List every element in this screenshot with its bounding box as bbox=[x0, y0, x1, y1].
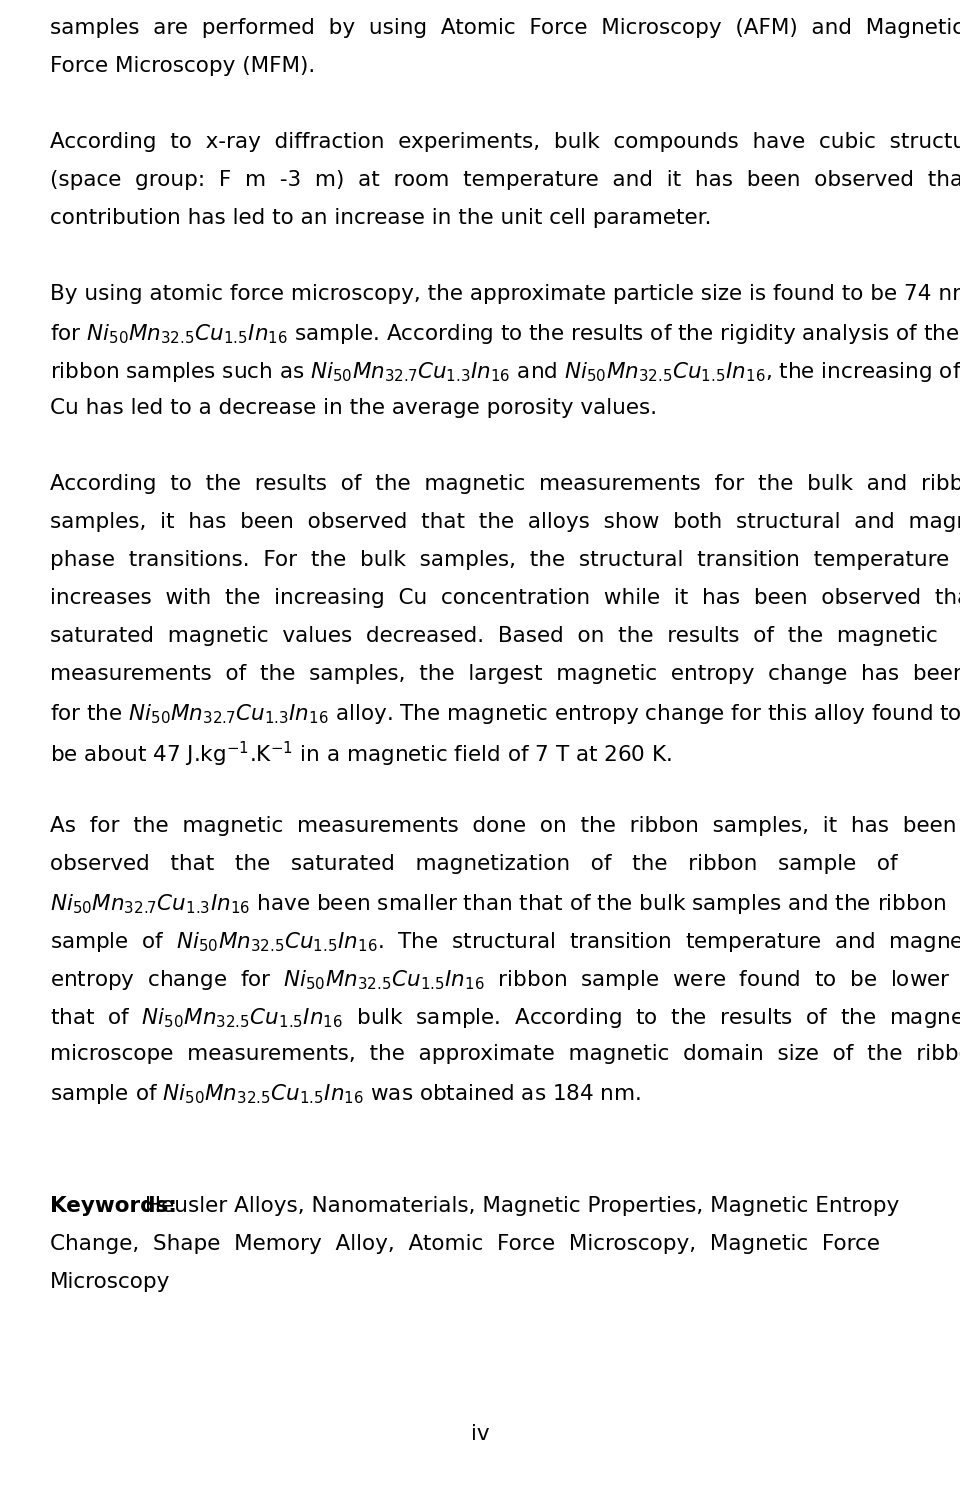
Text: samples,  it  has  been  observed  that  the  alloys  show  both  structural  an: samples, it has been observed that the a… bbox=[50, 512, 960, 533]
Text: Keywords:: Keywords: bbox=[50, 1197, 177, 1216]
Text: that  of  $Ni_{50}Mn_{32.5}Cu_{1.5}In_{16}$  bulk  sample.  According  to  the  : that of $Ni_{50}Mn_{32.5}Cu_{1.5}In_{16}… bbox=[50, 1007, 960, 1031]
Text: observed   that   the   saturated   magnetization   of   the   ribbon   sample  : observed that the saturated magnetizatio… bbox=[50, 854, 898, 874]
Text: phase  transitions.  For  the  bulk  samples,  the  structural  transition  temp: phase transitions. For the bulk samples,… bbox=[50, 549, 949, 570]
Text: According  to  the  results  of  the  magnetic  measurements  for  the  bulk  an: According to the results of the magnetic… bbox=[50, 474, 960, 493]
Text: saturated  magnetic  values  decreased.  Based  on  the  results  of  the  magne: saturated magnetic values decreased. Bas… bbox=[50, 626, 938, 646]
Text: $Ni_{50}Mn_{32.7}Cu_{1.3}In_{16}$ have been smaller than that of the bulk sample: $Ni_{50}Mn_{32.7}Cu_{1.3}In_{16}$ have b… bbox=[50, 892, 947, 916]
Text: As  for  the  magnetic  measurements  done  on  the  ribbon  samples,  it  has  : As for the magnetic measurements done on… bbox=[50, 816, 956, 836]
Text: (space  group:  F  m  -3  m)  at  room  temperature  and  it  has  been  observe: (space group: F m -3 m) at room temperat… bbox=[50, 171, 960, 190]
Text: By using atomic force microscopy, the approximate particle size is found to be 7: By using atomic force microscopy, the ap… bbox=[50, 284, 960, 303]
Text: be about 47 J.kg$^{-1}$.K$^{-1}$ in a magnetic field of 7 T at 260 K.: be about 47 J.kg$^{-1}$.K$^{-1}$ in a ma… bbox=[50, 739, 672, 770]
Text: Cu has led to a decrease in the average porosity values.: Cu has led to a decrease in the average … bbox=[50, 398, 658, 418]
Text: increases  with  the  increasing  Cu  concentration  while  it  has  been  obser: increases with the increasing Cu concent… bbox=[50, 589, 960, 608]
Text: iv: iv bbox=[470, 1424, 490, 1444]
Text: contribution has led to an increase in the unit cell parameter.: contribution has led to an increase in t… bbox=[50, 208, 711, 228]
Text: ribbon samples such as $Ni_{50}Mn_{32.7}Cu_{1.3}In_{16}$ and $Ni_{50}Mn_{32.5}Cu: ribbon samples such as $Ni_{50}Mn_{32.7}… bbox=[50, 361, 960, 383]
Text: Change,  Shape  Memory  Alloy,  Atomic  Force  Microscopy,  Magnetic  Force: Change, Shape Memory Alloy, Atomic Force… bbox=[50, 1234, 880, 1254]
Text: Microscopy: Microscopy bbox=[50, 1272, 170, 1292]
Text: According  to  x-ray  diffraction  experiments,  bulk  compounds  have  cubic  s: According to x-ray diffraction experimen… bbox=[50, 131, 960, 152]
Text: Heusler Alloys, Nanomaterials, Magnetic Properties, Magnetic Entropy: Heusler Alloys, Nanomaterials, Magnetic … bbox=[138, 1197, 900, 1216]
Text: for the $Ni_{50}Mn_{32.7}Cu_{1.3}In_{16}$ alloy. The magnetic entropy change for: for the $Ni_{50}Mn_{32.7}Cu_{1.3}In_{16}… bbox=[50, 702, 960, 726]
Text: measurements  of  the  samples,  the  largest  magnetic  entropy  change  has  b: measurements of the samples, the largest… bbox=[50, 664, 960, 684]
Text: for $Ni_{50}Mn_{32.5}Cu_{1.5}In_{16}$ sample. According to the results of the ri: for $Ni_{50}Mn_{32.5}Cu_{1.5}In_{16}$ sa… bbox=[50, 321, 959, 346]
Text: samples  are  performed  by  using  Atomic  Force  Microscopy  (AFM)  and  Magne: samples are performed by using Atomic Fo… bbox=[50, 18, 960, 38]
Text: microscope  measurements,  the  approximate  magnetic  domain  size  of  the  ri: microscope measurements, the approximate… bbox=[50, 1044, 960, 1064]
Text: sample  of  $Ni_{50}Mn_{32.5}Cu_{1.5}In_{16}$.  The  structural  transition  tem: sample of $Ni_{50}Mn_{32.5}Cu_{1.5}In_{1… bbox=[50, 930, 960, 954]
Text: Force Microscopy (MFM).: Force Microscopy (MFM). bbox=[50, 56, 315, 75]
Text: sample of $Ni_{50}Mn_{32.5}Cu_{1.5}In_{16}$ was obtained as 184 nm.: sample of $Ni_{50}Mn_{32.5}Cu_{1.5}In_{1… bbox=[50, 1082, 641, 1106]
Text: entropy  change  for  $Ni_{50}Mn_{32.5}Cu_{1.5}In_{16}$  ribbon  sample  were  f: entropy change for $Ni_{50}Mn_{32.5}Cu_{… bbox=[50, 967, 960, 991]
